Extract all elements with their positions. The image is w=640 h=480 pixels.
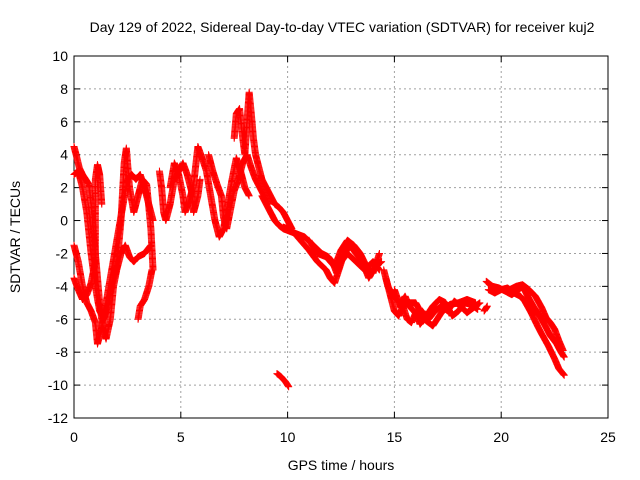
chart-title: Day 129 of 2022, Sidereal Day-to-day VTE… (90, 19, 595, 35)
y-tick-label: -8 (56, 344, 69, 360)
x-tick-label: 25 (600, 429, 616, 445)
y-tick-label: -2 (56, 245, 69, 261)
x-tick-label: 15 (387, 429, 403, 445)
x-tick-label: 0 (70, 429, 78, 445)
y-tick-label: 8 (60, 81, 68, 97)
y-tick-label: -10 (48, 377, 68, 393)
data-points (70, 88, 568, 391)
y-tick-label: 10 (52, 48, 68, 64)
x-tick-label: 20 (493, 429, 509, 445)
y-tick-label: 0 (60, 213, 68, 229)
x-axis-label: GPS time / hours (288, 457, 395, 473)
y-tick-label: -4 (56, 278, 69, 294)
y-tick-label: 4 (60, 147, 68, 163)
plot-frame (73, 55, 609, 419)
x-tick-label: 5 (177, 429, 185, 445)
data-point (98, 200, 106, 208)
y-tick-label: 2 (60, 180, 68, 196)
axis-ticks: 0 5 10 15 20 25 -12 -10 -8 -6 -4 -2 0 2 4 6 8 10 (48, 48, 616, 445)
y-tick-label: -12 (48, 410, 68, 426)
y-tick-label: -6 (56, 311, 69, 327)
data-point (196, 175, 204, 183)
y-axis-label: SDTVAR / TECUs (7, 181, 23, 293)
x-tick-label: 10 (280, 429, 296, 445)
data-point (148, 266, 156, 274)
y-tick-label: 6 (60, 114, 68, 130)
grid (74, 56, 608, 418)
data-point (245, 192, 253, 200)
